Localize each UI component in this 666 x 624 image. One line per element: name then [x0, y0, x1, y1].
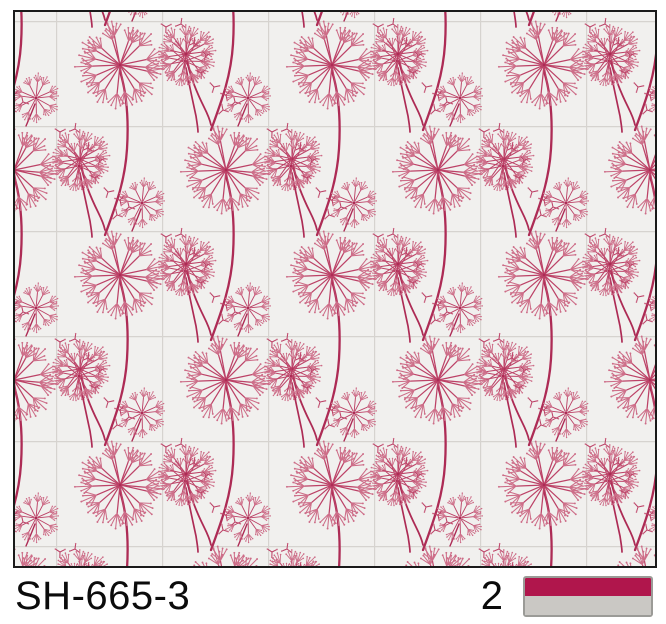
dandelion-pattern-svg — [15, 12, 655, 566]
color-swatch — [523, 575, 653, 617]
product-code: SH-665-3 — [15, 574, 191, 618]
quantity-value: 2 — [480, 574, 503, 618]
footer-right-group: 2 — [480, 574, 653, 618]
footer-bar: SH-665-3 2 — [0, 568, 666, 624]
pattern-image — [13, 10, 657, 568]
swatch-red-half — [525, 577, 651, 596]
swatch-gray-half — [525, 596, 651, 615]
